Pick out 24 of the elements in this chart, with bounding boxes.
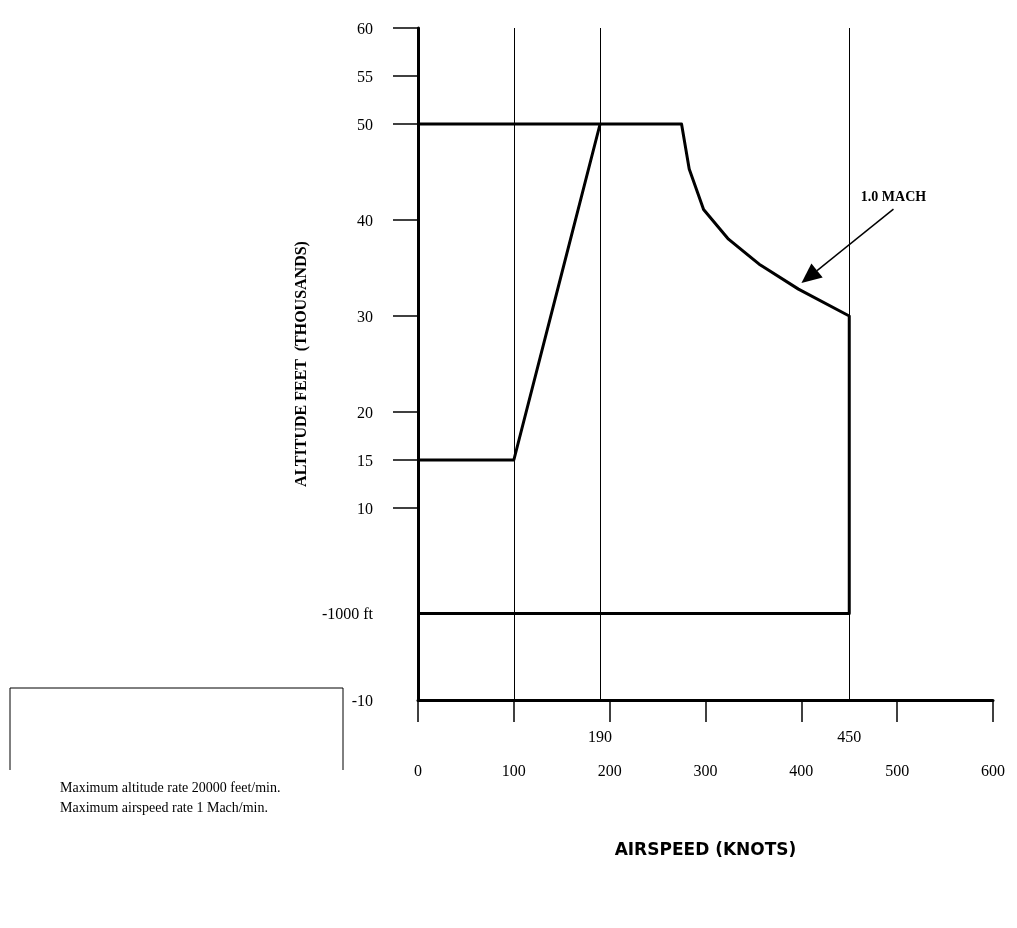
x-tick-label: 200: [597, 761, 622, 779]
x-tick-label: 400: [789, 761, 814, 779]
x-axis-title: AIRSPEED (KNOTS): [614, 838, 797, 859]
x-tick-label: 500: [885, 761, 910, 779]
x-tick-label: 100: [501, 761, 526, 779]
y-axis-title: ALTITUDE FEET (THOUSANDS): [291, 241, 310, 487]
y-tick-label: 15: [357, 451, 373, 469]
y-tick-label: -10: [351, 691, 373, 709]
y-tick-label: 40: [357, 211, 373, 229]
annotation: -1000 ft: [321, 605, 374, 623]
y-tick-label: 60: [357, 19, 373, 37]
y-tick-label: 30: [357, 307, 373, 325]
annotation: 1.0 MACH: [860, 188, 927, 204]
text: Maximum airspeed rate 1 Mach/min.: [60, 799, 268, 815]
y-tick-label: 50: [357, 115, 373, 133]
text: Maximum altitude rate 20000 feet/min.: [60, 779, 281, 795]
y-tick-label: 55: [357, 67, 373, 85]
y-tick-label: 10: [357, 499, 373, 517]
x-tick-label: 300: [693, 761, 718, 779]
ref-line-label: 450: [837, 727, 862, 745]
x-tick-label: 600: [981, 761, 1005, 779]
y-tick-label: 20: [357, 403, 373, 421]
ref-line-label: 190: [588, 727, 613, 745]
x-tick-label: 0: [414, 761, 422, 779]
